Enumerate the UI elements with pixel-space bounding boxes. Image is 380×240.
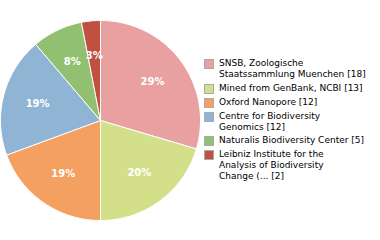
svg-text:19%: 19% (26, 98, 50, 109)
svg-text:19%: 19% (51, 168, 75, 179)
html-text:Mined from GenBank, NCBI [13]: Mined from GenBank, NCBI [13] (219, 82, 363, 93)
html-text:SNSB, Zoologische Staatssammlu: SNSB, Zoologische Staatssammlung Muenche… (219, 58, 366, 79)
html-text:Leibniz Institute for the Anal: Leibniz Institute for the Analysis of Bi… (219, 149, 324, 181)
svg-text:20%: 20% (127, 167, 151, 178)
svg-text:8%: 8% (64, 56, 81, 67)
html-text:Naturalis Biodiversity Center: Naturalis Biodiversity Center [5] (219, 135, 364, 146)
html-text:Centre for Biodiversity Genomi: Centre for Biodiversity Genomics [12] (219, 110, 321, 132)
html-text:Oxford Nanopore [12]: Oxford Nanopore [12] (219, 96, 318, 107)
svg-text:29%: 29% (141, 76, 165, 87)
svg-text:3%: 3% (86, 50, 103, 61)
